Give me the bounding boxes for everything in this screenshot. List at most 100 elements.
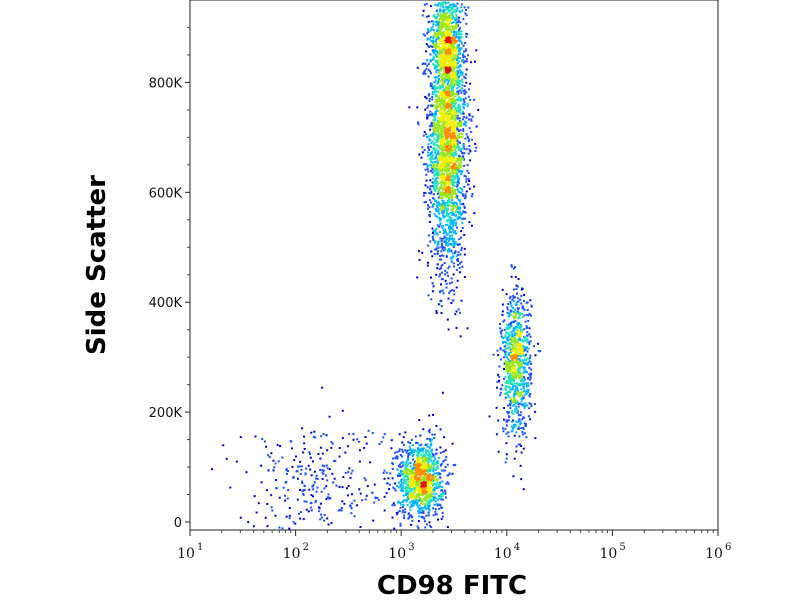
event-point bbox=[440, 2, 443, 5]
event-point bbox=[502, 430, 505, 433]
event-point bbox=[440, 28, 443, 31]
event-point bbox=[451, 227, 454, 230]
event-point bbox=[456, 73, 459, 76]
event-point bbox=[513, 327, 516, 330]
event-point bbox=[445, 74, 448, 76]
event-point bbox=[438, 225, 440, 228]
event-point bbox=[422, 134, 425, 137]
event-point bbox=[508, 327, 511, 330]
event-point bbox=[518, 418, 521, 421]
event-point bbox=[440, 464, 442, 466]
event-point bbox=[439, 476, 442, 479]
event-point bbox=[454, 61, 456, 64]
event-point bbox=[444, 8, 447, 11]
event-point bbox=[447, 173, 450, 176]
event-point bbox=[530, 314, 532, 317]
event-point bbox=[454, 232, 457, 235]
event-point bbox=[447, 41, 449, 44]
event-point bbox=[454, 146, 457, 149]
event-point bbox=[509, 295, 512, 298]
event-point bbox=[407, 455, 409, 458]
event-point bbox=[422, 163, 425, 166]
event-point bbox=[407, 441, 410, 444]
event-point bbox=[434, 458, 437, 461]
event-point bbox=[394, 451, 397, 454]
event-point bbox=[447, 162, 450, 165]
event-point bbox=[447, 106, 449, 109]
event-point bbox=[431, 487, 434, 489]
event-point bbox=[439, 481, 442, 484]
event-point bbox=[441, 117, 444, 120]
event-point bbox=[449, 18, 452, 21]
event-point bbox=[451, 49, 454, 52]
event-point bbox=[426, 38, 429, 41]
event-point bbox=[523, 394, 526, 397]
event-point bbox=[441, 147, 444, 150]
event-point bbox=[451, 70, 454, 73]
event-point bbox=[422, 447, 425, 450]
event-point bbox=[458, 238, 461, 241]
event-point bbox=[459, 30, 462, 33]
event-point bbox=[431, 231, 434, 234]
event-point bbox=[437, 64, 440, 66]
event-point bbox=[451, 289, 454, 292]
event-point bbox=[451, 67, 454, 69]
event-point bbox=[451, 105, 454, 108]
event-point bbox=[407, 454, 410, 457]
event-point bbox=[428, 100, 431, 102]
event-point bbox=[436, 481, 439, 484]
event-point bbox=[438, 163, 441, 166]
event-point bbox=[437, 303, 440, 306]
event-point bbox=[435, 170, 438, 173]
event-point bbox=[437, 99, 440, 102]
event-point bbox=[510, 383, 513, 385]
event-point bbox=[461, 152, 464, 154]
event-point bbox=[519, 335, 522, 338]
event-point bbox=[525, 325, 528, 328]
event-point bbox=[454, 65, 457, 67]
event-point bbox=[455, 71, 458, 74]
event-point bbox=[450, 258, 453, 260]
event-point bbox=[429, 179, 432, 182]
event-point bbox=[448, 104, 451, 107]
event-point bbox=[433, 169, 436, 172]
event-point bbox=[507, 391, 510, 393]
event-point bbox=[447, 144, 450, 147]
event-point bbox=[512, 294, 515, 297]
event-point bbox=[431, 105, 434, 108]
event-point bbox=[523, 347, 526, 350]
event-point bbox=[448, 101, 451, 104]
event-point bbox=[405, 472, 408, 475]
event-point bbox=[432, 466, 435, 469]
event-point bbox=[404, 511, 407, 514]
event-point bbox=[516, 374, 519, 377]
event-point bbox=[457, 19, 460, 22]
event-point bbox=[460, 120, 463, 123]
event-point bbox=[423, 467, 426, 470]
event-point bbox=[448, 215, 451, 218]
event-point bbox=[512, 354, 515, 357]
event-point bbox=[419, 434, 422, 437]
event-point bbox=[438, 168, 441, 171]
event-point bbox=[442, 14, 445, 17]
event-point bbox=[453, 105, 456, 108]
event-point bbox=[451, 57, 454, 60]
event-point bbox=[426, 523, 428, 526]
event-point bbox=[453, 167, 456, 170]
event-point bbox=[516, 331, 519, 334]
event-point bbox=[459, 65, 462, 68]
event-point bbox=[467, 177, 470, 180]
event-point bbox=[428, 46, 431, 48]
event-point bbox=[440, 217, 443, 220]
event-point bbox=[429, 164, 432, 167]
event-point bbox=[445, 8, 448, 11]
event-point bbox=[511, 355, 514, 358]
event-point bbox=[453, 50, 456, 53]
event-point bbox=[428, 213, 431, 216]
event-point bbox=[457, 215, 460, 218]
event-point bbox=[445, 43, 448, 45]
event-point bbox=[417, 520, 420, 523]
event-point bbox=[463, 6, 466, 9]
event-point bbox=[437, 69, 440, 71]
event-point bbox=[439, 208, 442, 211]
